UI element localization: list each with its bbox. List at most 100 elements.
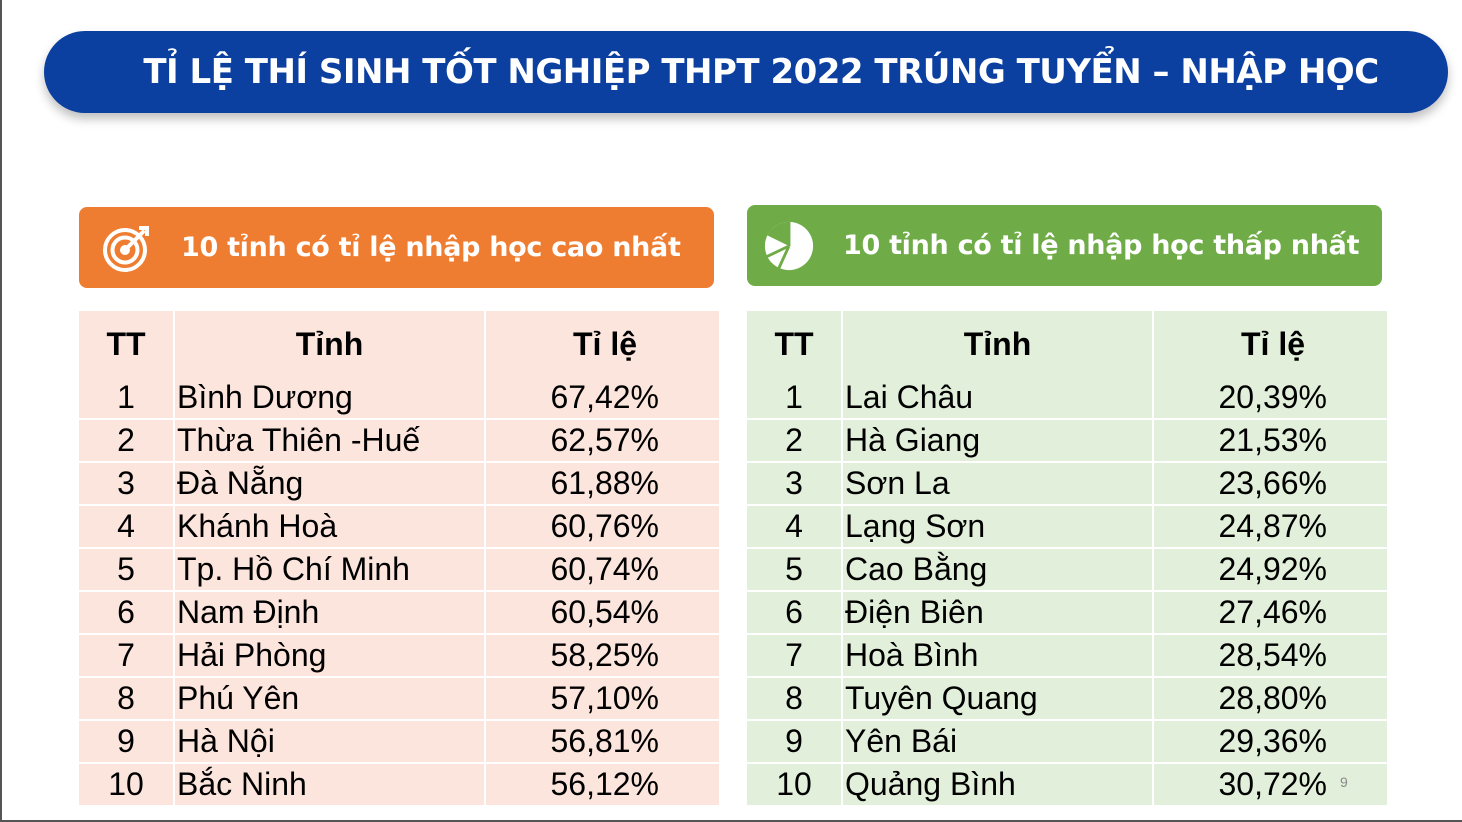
table-row: 7 Hải Phòng 58,25% — [79, 635, 719, 678]
table-row: 4 Lạng Sơn 24,87% — [747, 506, 1387, 549]
rank-number: 5 — [79, 549, 175, 592]
province-name: Sơn La — [843, 463, 1154, 506]
table-row: 4 Khánh Hoà 60,76% — [79, 506, 719, 549]
table-row: 5 Cao Bằng 24,92% — [747, 549, 1387, 592]
highest-rate-table: TT Tỉnh Tỉ lệ 1 Bình Dương 67,42% 2 Thừa Thi… — [79, 311, 719, 805]
table-header-row: TT Tỉnh Tỉ lệ — [79, 311, 719, 377]
enrollment-rate: 56,81% — [486, 721, 719, 764]
province-name: Hà Giang — [843, 420, 1154, 463]
rank-number: 8 — [747, 678, 843, 721]
table-row: 10 Bắc Ninh 56,12% — [79, 764, 719, 805]
page-number: 9 — [1340, 774, 1348, 790]
rank-number: 5 — [747, 549, 843, 592]
enrollment-rate: 24,92% — [1154, 549, 1387, 592]
province-name: Cao Bằng — [843, 549, 1154, 592]
table-row: 3 Sơn La 23,66% — [747, 463, 1387, 506]
province-name: Tuyên Quang — [843, 678, 1154, 721]
enrollment-rate: 60,54% — [486, 592, 719, 635]
province-name: Lai Châu — [843, 377, 1154, 420]
enrollment-rate: 24,87% — [1154, 506, 1387, 549]
province-name: Bắc Ninh — [175, 764, 486, 805]
enrollment-rate: 29,36% — [1154, 721, 1387, 764]
rank-number: 6 — [747, 592, 843, 635]
rank-number: 3 — [747, 463, 843, 506]
enrollment-rate: 28,54% — [1154, 635, 1387, 678]
rank-number: 9 — [79, 721, 175, 764]
table-row: 10 Quảng Bình 30,72% — [747, 764, 1387, 805]
enrollment-rate: 21,53% — [1154, 420, 1387, 463]
column-header-province: Tỉnh — [843, 311, 1154, 377]
rank-number: 10 — [747, 764, 843, 805]
rank-number: 4 — [79, 506, 175, 549]
table-row: 7 Hoà Bình 28,54% — [747, 635, 1387, 678]
table-row: 6 Điện Biên 27,46% — [747, 592, 1387, 635]
province-name: Yên Bái — [843, 721, 1154, 764]
table-row: 3 Đà Nẵng 61,88% — [79, 463, 719, 506]
province-name: Phú Yên — [175, 678, 486, 721]
province-name: Điện Biên — [843, 592, 1154, 635]
rank-number: 1 — [747, 377, 843, 420]
enrollment-rate: 28,80% — [1154, 678, 1387, 721]
column-header-tt: TT — [747, 311, 843, 377]
table-row: 6 Nam Định 60,54% — [79, 592, 719, 635]
enrollment-rate: 57,10% — [486, 678, 719, 721]
province-name: Thừa Thiên -Huế — [175, 420, 486, 463]
enrollment-rate: 67,42% — [486, 377, 719, 420]
enrollment-rate: 58,25% — [486, 635, 719, 678]
lowest-rate-table: TT Tỉnh Tỉ lệ 1 Lai Châu 20,39% 2 Hà Giang 21… — [747, 311, 1387, 805]
rank-number: 6 — [79, 592, 175, 635]
enrollment-rate: 30,72% — [1218, 766, 1327, 802]
target-icon — [101, 222, 153, 274]
rank-number: 2 — [79, 420, 175, 463]
rank-number: 3 — [79, 463, 175, 506]
lowest-rate-heading: 10 tỉnh có tỉ lệ nhập học thấp nhất — [843, 230, 1360, 261]
rank-number: 2 — [747, 420, 843, 463]
rank-number: 4 — [747, 506, 843, 549]
table-row: 2 Thừa Thiên -Huế 62,57% — [79, 420, 719, 463]
title-banner: TỈ LỆ THÍ SINH TỐT NGHIỆP THPT 2022 TRÚN… — [44, 31, 1448, 113]
province-name: Bình Dương — [175, 377, 486, 420]
rank-number: 7 — [747, 635, 843, 678]
table-row: 1 Bình Dương 67,42% — [79, 377, 719, 420]
table-row: 9 Yên Bái 29,36% — [747, 721, 1387, 764]
enrollment-rate: 62,57% — [486, 420, 719, 463]
enrollment-rate: 23,66% — [1154, 463, 1387, 506]
enrollment-rate: 56,12% — [550, 766, 659, 802]
rank-number: 7 — [79, 635, 175, 678]
table-row: 8 Phú Yên 57,10% — [79, 678, 719, 721]
province-name: Khánh Hoà — [175, 506, 486, 549]
province-name: Quảng Bình — [843, 764, 1154, 805]
enrollment-rate: 27,46% — [1154, 592, 1387, 635]
column-header-tt: TT — [79, 311, 175, 377]
table-header-row: TT Tỉnh Tỉ lệ — [747, 311, 1387, 377]
lowest-rate-header: 10 tỉnh có tỉ lệ nhập học thấp nhất — [747, 205, 1382, 286]
pie-chart-icon — [763, 220, 815, 272]
table-row: 8 Tuyên Quang 28,80% — [747, 678, 1387, 721]
table-row: 9 Hà Nội 56,81% — [79, 721, 719, 764]
rank-number: 1 — [79, 377, 175, 420]
highest-rate-heading: 10 tỉnh có tỉ lệ nhập học cao nhất — [181, 232, 681, 263]
rank-number: 8 — [79, 678, 175, 721]
province-name: Nam Định — [175, 592, 486, 635]
rank-number: 10 — [79, 764, 175, 805]
province-name: Hà Nội — [175, 721, 486, 764]
province-name: Lạng Sơn — [843, 506, 1154, 549]
rank-number: 9 — [747, 721, 843, 764]
table-row: 1 Lai Châu 20,39% — [747, 377, 1387, 420]
column-header-province: Tỉnh — [175, 311, 486, 377]
table-row: 2 Hà Giang 21,53% — [747, 420, 1387, 463]
enrollment-rate: 20,39% — [1154, 377, 1387, 420]
table-row: 5 Tp. Hồ Chí Minh 60,74% — [79, 549, 719, 592]
province-name: Đà Nẵng — [175, 463, 486, 506]
slide-title: TỈ LỆ THÍ SINH TỐT NGHIỆP THPT 2022 TRÚN… — [143, 52, 1379, 92]
enrollment-rate: 60,74% — [486, 549, 719, 592]
province-name: Hải Phòng — [175, 635, 486, 678]
province-name: Tp. Hồ Chí Minh — [175, 549, 486, 592]
province-name: Hoà Bình — [843, 635, 1154, 678]
enrollment-rate: 61,88% — [486, 463, 719, 506]
highest-rate-header: 10 tỉnh có tỉ lệ nhập học cao nhất — [79, 207, 714, 288]
column-header-rate: Tỉ lệ — [1240, 326, 1305, 362]
enrollment-rate: 60,76% — [486, 506, 719, 549]
column-header-rate: Tỉ lệ — [572, 326, 637, 362]
